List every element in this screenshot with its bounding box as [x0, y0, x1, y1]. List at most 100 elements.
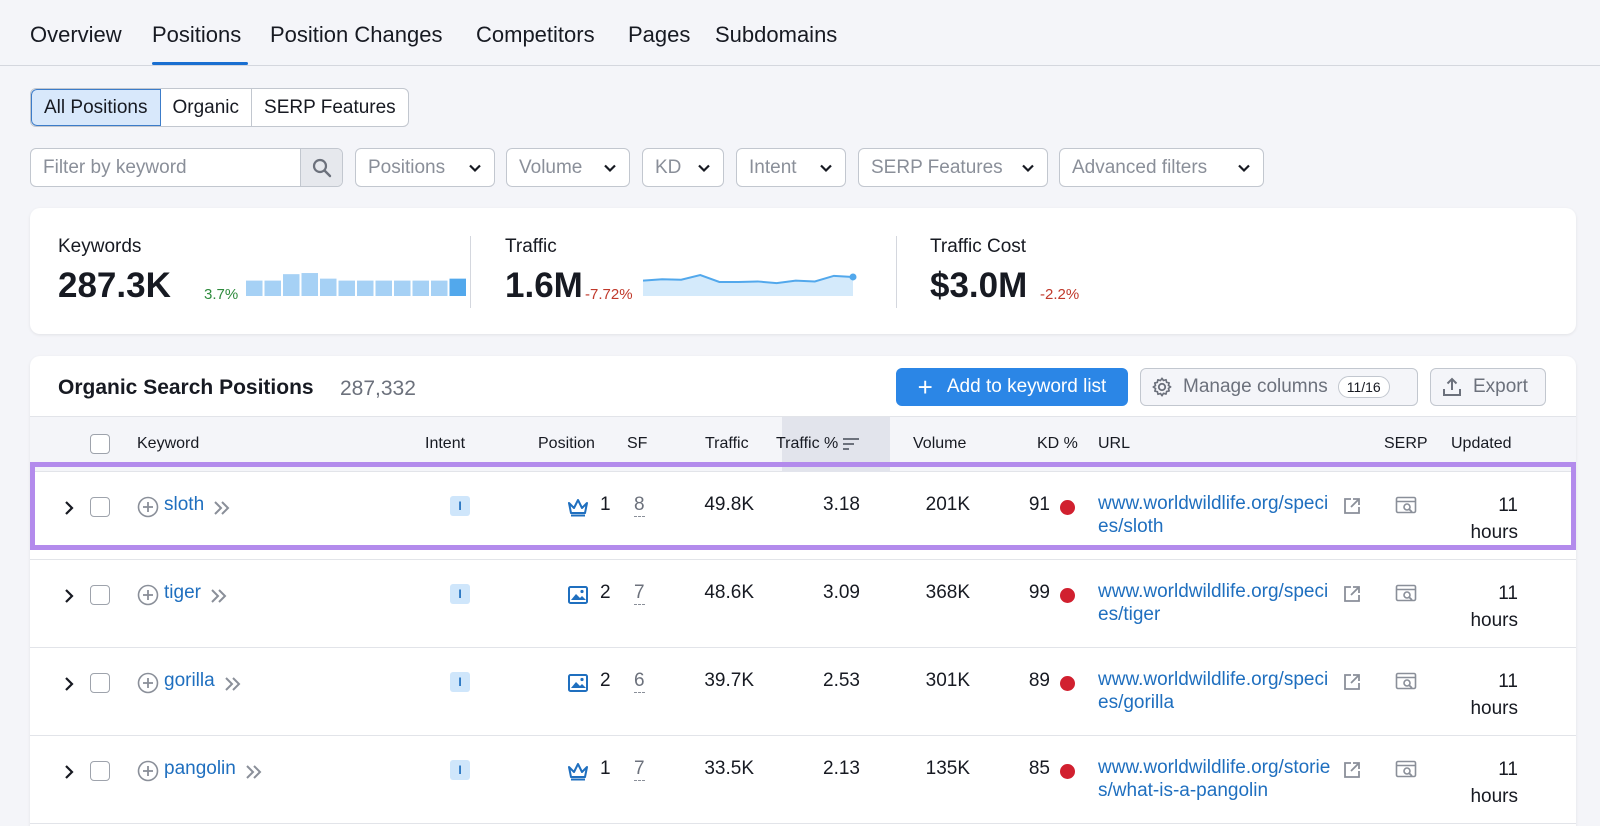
- segment-all-positions[interactable]: All Positions: [31, 89, 161, 126]
- kd-dropdown[interactable]: KD: [642, 148, 724, 187]
- col-traffic[interactable]: Traffic: [705, 435, 749, 452]
- col-url[interactable]: URL: [1098, 435, 1131, 452]
- external-link-icon[interactable]: [1342, 672, 1362, 692]
- advanced-filters-dropdown[interactable]: Advanced filters: [1059, 148, 1264, 187]
- keyword-link[interactable]: pangolin: [164, 758, 236, 779]
- keywords-trend-bar: [394, 280, 411, 296]
- expand-row-icon[interactable]: [62, 588, 76, 604]
- keywords-metric[interactable]: Keywords 287.3K 3.7%: [58, 236, 466, 305]
- tab-positions[interactable]: Positions: [152, 22, 242, 47]
- tab-pages[interactable]: Pages: [628, 22, 691, 47]
- serp-snapshot-icon[interactable]: [1395, 760, 1417, 780]
- double-chevron-right-icon[interactable]: [209, 588, 229, 604]
- updated-value: 11 hours: [1450, 492, 1518, 546]
- chevron-down-icon: [1238, 164, 1250, 172]
- expand-row-icon[interactable]: [62, 764, 76, 780]
- col-position[interactable]: Position: [538, 435, 595, 452]
- tab-subdomains[interactable]: Subdomains: [715, 22, 838, 47]
- keywords-trend-bar: [449, 278, 466, 296]
- kd-difficulty-dot: [1060, 588, 1075, 603]
- traffic-label: Traffic: [505, 236, 557, 257]
- serp-features-dropdown[interactable]: SERP Features: [858, 148, 1048, 187]
- chevron-down-icon: [820, 164, 832, 172]
- report-tabs: Overview Positions Position Changes Comp…: [0, 0, 1600, 66]
- url-link[interactable]: www.worldwildlife.org/stories/what-is-a-…: [1098, 757, 1331, 801]
- serp-snapshot-icon[interactable]: [1395, 584, 1417, 604]
- tab-position-changes[interactable]: Position Changes: [270, 22, 443, 47]
- manage-columns-button[interactable]: Manage columns 11/16: [1140, 368, 1418, 406]
- intent-dropdown[interactable]: Intent: [736, 148, 846, 187]
- active-tab-indicator: [152, 62, 248, 65]
- chevron-down-icon: [1022, 164, 1034, 172]
- row-checkbox[interactable]: [90, 497, 110, 517]
- table-row[interactable]: sloth I 1 8 49.8K 3.18 201K 91 www.worldwildlife…: [30, 472, 1576, 560]
- sf-count[interactable]: 6: [634, 670, 645, 693]
- sf-count[interactable]: 7: [634, 582, 645, 605]
- sf-count[interactable]: 8: [634, 494, 645, 517]
- external-link-icon[interactable]: [1342, 584, 1362, 604]
- tab-competitors[interactable]: Competitors: [476, 22, 595, 47]
- table-row[interactable]: tiger I 2 7 48.6K 3.09 368K 99 www.worldwildlife…: [30, 560, 1576, 648]
- traffic-cost-metric[interactable]: Traffic Cost $3.0M -2.2%: [930, 236, 1079, 305]
- traffic-value: 33.5K: [704, 758, 754, 779]
- kd-difficulty-dot: [1060, 764, 1075, 779]
- traffic-pct-value: 2.13: [823, 758, 860, 779]
- export-button[interactable]: Export: [1430, 368, 1546, 406]
- volume-dropdown[interactable]: Volume: [506, 148, 630, 187]
- select-all-checkbox[interactable]: [90, 434, 110, 454]
- row-checkbox[interactable]: [90, 761, 110, 781]
- tab-overview[interactable]: Overview: [30, 22, 122, 47]
- row-checkbox[interactable]: [90, 673, 110, 693]
- segment-serp-features[interactable]: SERP Features: [264, 97, 396, 118]
- col-volume[interactable]: Volume: [913, 435, 967, 452]
- keyword-link[interactable]: gorilla: [164, 670, 215, 691]
- expand-row-icon[interactable]: [62, 676, 76, 692]
- expand-row-icon[interactable]: [62, 500, 76, 516]
- add-circle-icon[interactable]: [137, 672, 159, 694]
- table-header: Keyword Intent Position SF Traffic Traff…: [30, 416, 1576, 472]
- updated-value: 11 hours: [1450, 668, 1518, 722]
- traffic-delta: -7.72%: [585, 286, 633, 303]
- serp-snapshot-icon[interactable]: [1395, 496, 1417, 516]
- double-chevron-right-icon[interactable]: [244, 764, 264, 780]
- traffic-pct-value: 3.18: [823, 494, 860, 515]
- keywords-trend-bar: [264, 280, 281, 296]
- url-link[interactable]: www.worldwildlife.org/species/tiger: [1098, 581, 1329, 625]
- external-link-icon[interactable]: [1342, 496, 1362, 516]
- sf-count[interactable]: 7: [634, 758, 645, 781]
- updated-number: 11: [1498, 671, 1518, 692]
- col-keyword[interactable]: Keyword: [137, 435, 200, 452]
- segment-organic[interactable]: Organic: [161, 89, 253, 126]
- intent-badge: I: [450, 496, 470, 516]
- keyword-link[interactable]: tiger: [164, 582, 201, 603]
- external-link-icon[interactable]: [1342, 760, 1362, 780]
- col-intent[interactable]: Intent: [425, 435, 466, 452]
- add-circle-icon[interactable]: [137, 496, 159, 518]
- serp-snapshot-icon[interactable]: [1395, 672, 1417, 692]
- table-row[interactable]: gorilla I 2 6 39.7K 2.53 301K 89 www.worldwildli…: [30, 648, 1576, 736]
- col-serp[interactable]: SERP: [1384, 435, 1428, 452]
- url-link[interactable]: www.worldwildlife.org/species/sloth: [1098, 493, 1329, 537]
- double-chevron-right-icon[interactable]: [223, 676, 243, 692]
- positions-dropdown[interactable]: Positions: [355, 148, 495, 187]
- col-traffic-pct[interactable]: Traffic %: [776, 435, 839, 452]
- updated-unit: hours: [1470, 610, 1518, 631]
- summary-card: Keywords 287.3K 3.7% Traffic 1.6M -7.72%…: [30, 208, 1576, 334]
- col-sf[interactable]: SF: [627, 435, 648, 452]
- kd-difficulty-dot: [1060, 676, 1075, 691]
- keyword-link[interactable]: sloth: [164, 494, 205, 515]
- add-circle-icon[interactable]: [137, 584, 159, 606]
- keyword-filter-input[interactable]: [31, 149, 300, 186]
- double-chevron-right-icon[interactable]: [212, 500, 232, 516]
- table-row[interactable]: pangolin I 1 7 33.5K 2.13 135K 85 www.worldwildl…: [30, 736, 1576, 824]
- row-checkbox[interactable]: [90, 585, 110, 605]
- col-updated[interactable]: Updated: [1451, 435, 1512, 452]
- add-to-keyword-list-button[interactable]: + Add to keyword list: [896, 368, 1128, 406]
- url-link[interactable]: www.worldwildlife.org/species/gorilla: [1098, 669, 1329, 713]
- col-kd[interactable]: KD %: [1037, 435, 1078, 452]
- traffic-value: 48.6K: [704, 582, 754, 603]
- search-button[interactable]: [300, 149, 342, 186]
- add-circle-icon[interactable]: [137, 760, 159, 782]
- traffic-metric[interactable]: Traffic 1.6M -7.72%: [505, 236, 857, 305]
- sort-icon[interactable]: [842, 436, 860, 452]
